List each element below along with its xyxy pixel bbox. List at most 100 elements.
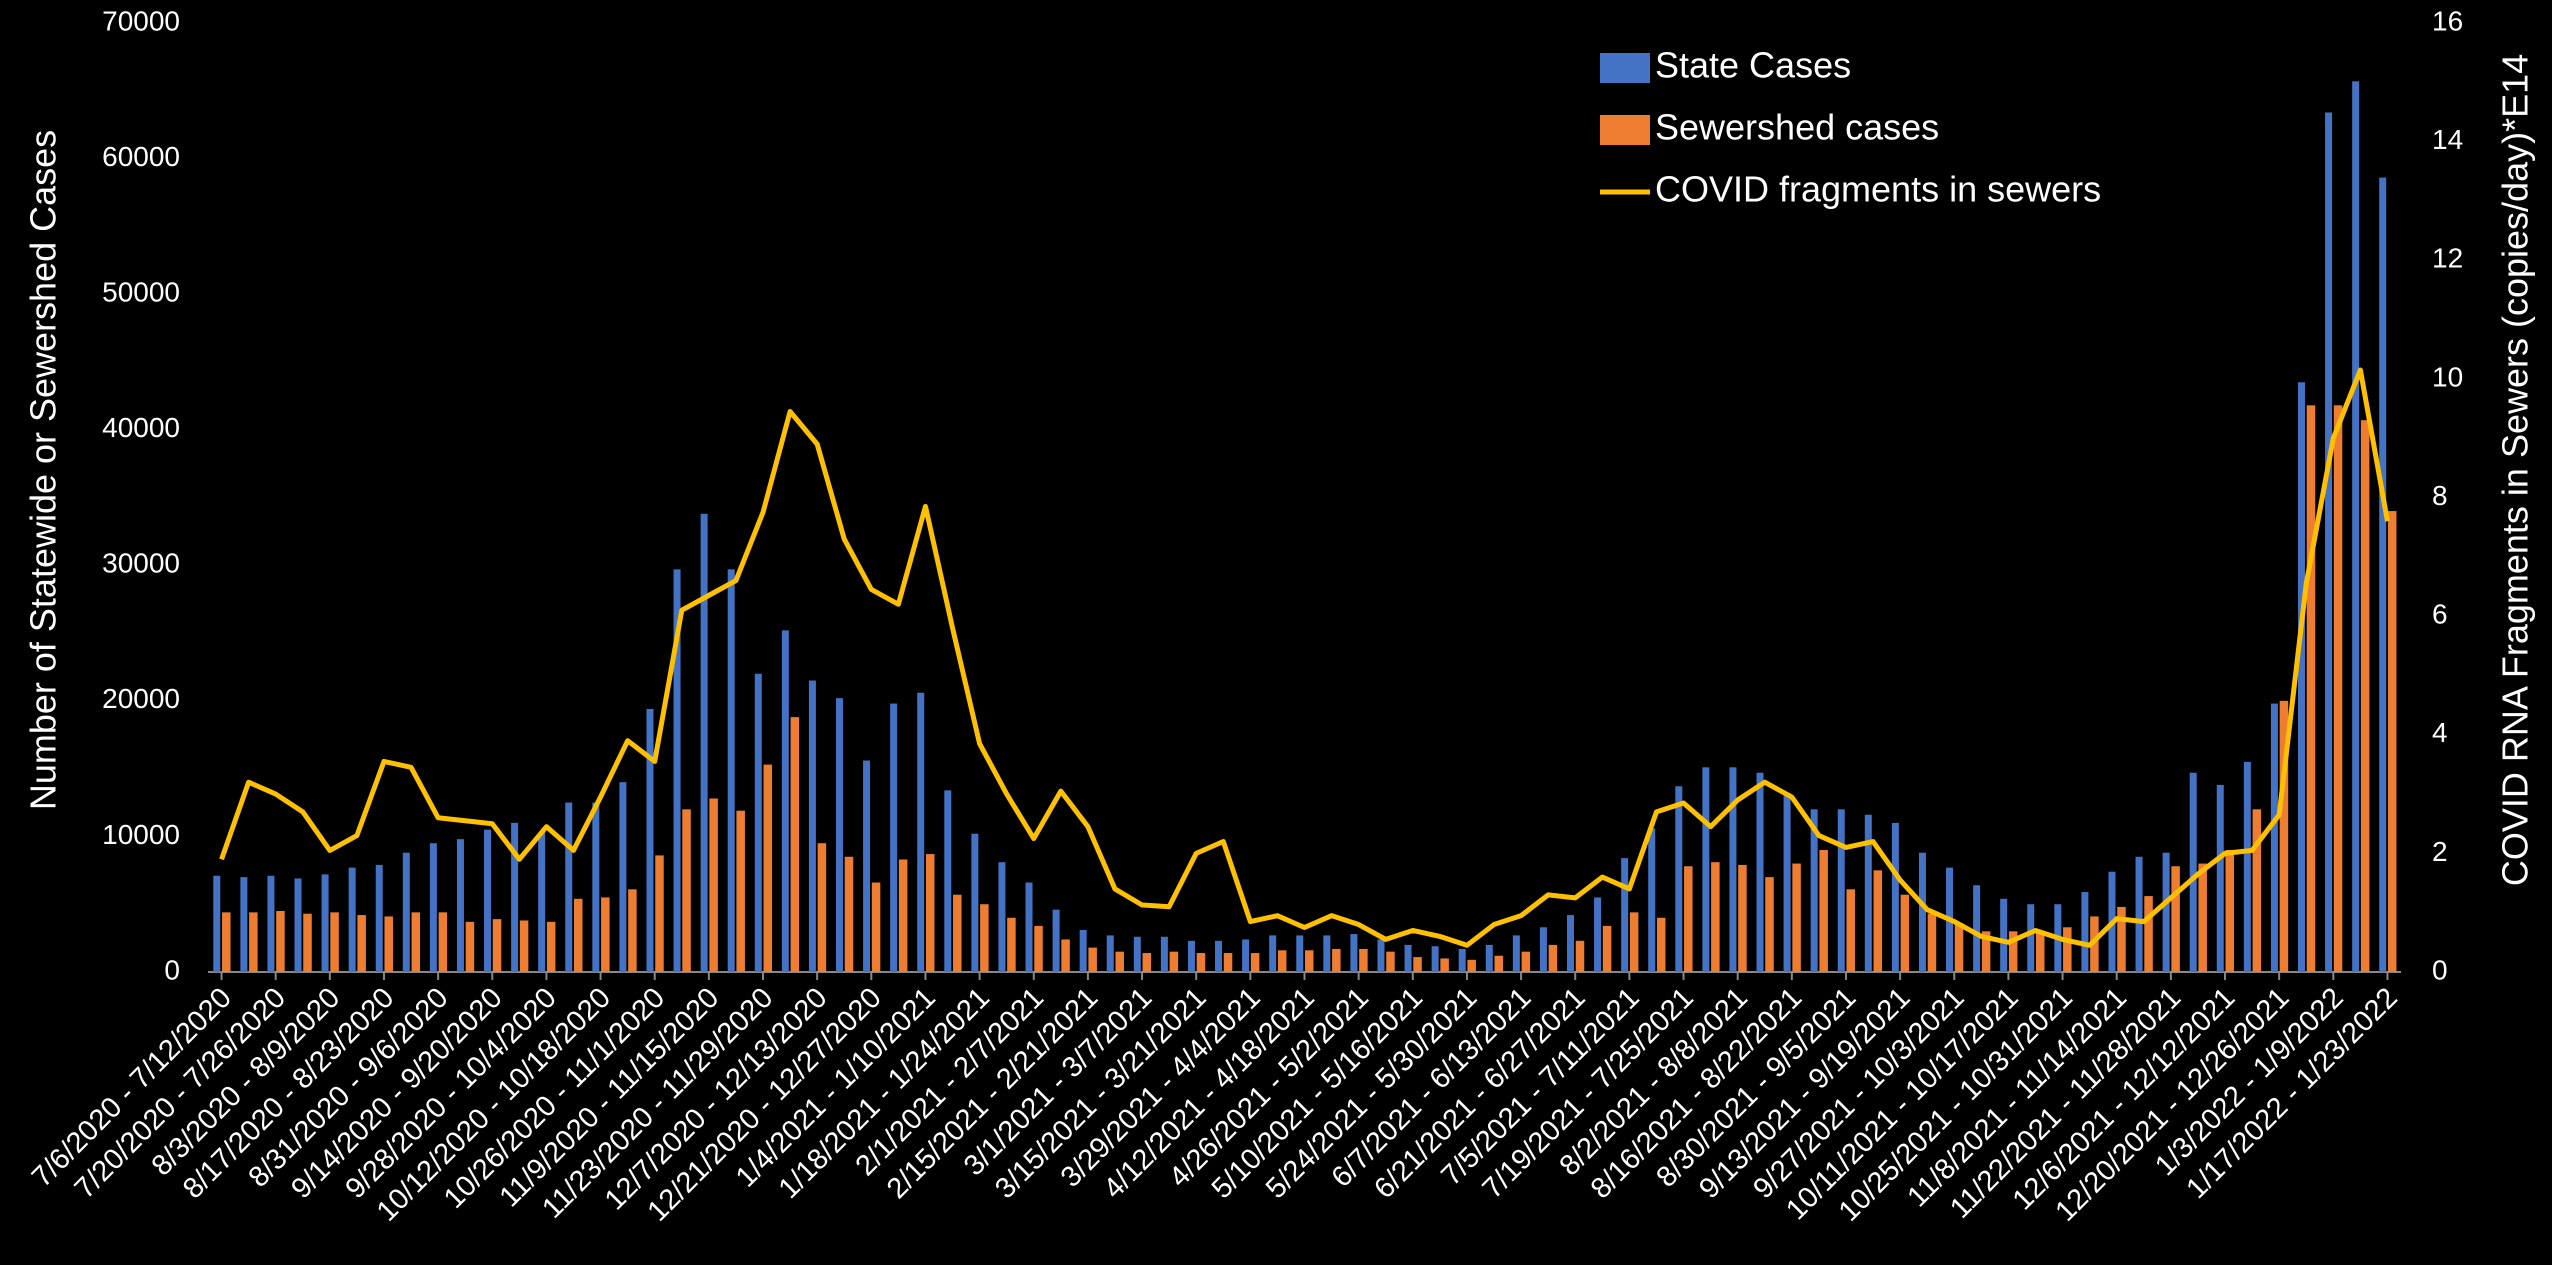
bar bbox=[1973, 885, 1981, 972]
bar bbox=[538, 832, 546, 972]
bar bbox=[2352, 81, 2360, 972]
bar bbox=[429, 843, 437, 972]
bar bbox=[1602, 925, 1612, 972]
bar bbox=[2216, 784, 2224, 972]
bar bbox=[1269, 935, 1277, 972]
y2-tick-label: 8 bbox=[2432, 480, 2448, 511]
bar bbox=[1846, 889, 1855, 972]
bar bbox=[1927, 913, 1937, 972]
bar bbox=[1765, 877, 1774, 972]
bar bbox=[1404, 944, 1412, 972]
bar bbox=[1918, 852, 1926, 972]
bar bbox=[1711, 862, 1720, 972]
bar bbox=[1079, 929, 1087, 972]
bar bbox=[2090, 916, 2099, 972]
bar bbox=[1323, 935, 1331, 972]
bar bbox=[1332, 948, 1341, 972]
bar bbox=[2171, 866, 2180, 972]
bar bbox=[1034, 925, 1043, 972]
bar bbox=[2225, 849, 2235, 972]
bar bbox=[1359, 948, 1368, 972]
bar bbox=[1467, 959, 1476, 972]
bar bbox=[1052, 909, 1060, 972]
bar bbox=[1169, 951, 1179, 972]
bar bbox=[1386, 951, 1395, 972]
bar bbox=[1160, 936, 1168, 972]
bar bbox=[348, 867, 356, 972]
bar bbox=[1277, 950, 1287, 972]
bar bbox=[1792, 863, 1801, 972]
bar bbox=[519, 920, 529, 972]
bar bbox=[2189, 772, 2197, 972]
bar bbox=[465, 921, 475, 972]
y2-tick-label: 14 bbox=[2432, 124, 2463, 155]
bar bbox=[2279, 700, 2289, 972]
bar bbox=[1088, 947, 1097, 972]
bar bbox=[294, 878, 302, 972]
bar bbox=[213, 875, 221, 972]
bar bbox=[835, 698, 843, 972]
bar bbox=[1981, 931, 1991, 972]
bar bbox=[655, 855, 664, 972]
bar bbox=[2379, 177, 2387, 973]
bar bbox=[2036, 932, 2045, 972]
bar bbox=[646, 708, 654, 972]
bar bbox=[1242, 939, 1250, 972]
bar bbox=[2387, 511, 2397, 972]
bar bbox=[1810, 809, 1818, 972]
bar bbox=[673, 569, 681, 972]
bar bbox=[1377, 939, 1385, 972]
bar bbox=[492, 919, 502, 972]
bar bbox=[2333, 405, 2343, 973]
bar bbox=[736, 810, 745, 972]
bar bbox=[240, 877, 248, 972]
bar bbox=[1061, 939, 1070, 972]
bar bbox=[375, 864, 383, 972]
bar bbox=[980, 904, 989, 972]
bar bbox=[1539, 927, 1547, 972]
bar bbox=[1007, 917, 1016, 972]
bar bbox=[1621, 858, 1629, 972]
bar bbox=[1512, 935, 1520, 972]
bar bbox=[1675, 786, 1683, 972]
bar bbox=[817, 843, 827, 972]
legend-label: Sewershed cases bbox=[1655, 107, 1939, 148]
legend-swatch bbox=[1600, 53, 1650, 83]
bar bbox=[1648, 828, 1656, 972]
bar bbox=[357, 915, 366, 972]
bar bbox=[456, 839, 464, 972]
bar bbox=[1629, 912, 1639, 972]
bar bbox=[546, 921, 556, 972]
bar bbox=[925, 854, 935, 972]
bar bbox=[2297, 382, 2305, 972]
bar bbox=[2008, 931, 2018, 972]
bar bbox=[2081, 892, 2089, 972]
bar bbox=[303, 913, 312, 972]
bar bbox=[1729, 767, 1737, 972]
bar bbox=[808, 680, 816, 972]
bar bbox=[1864, 814, 1872, 972]
bar bbox=[511, 822, 519, 972]
bar bbox=[411, 912, 421, 972]
bar bbox=[601, 897, 610, 972]
bar bbox=[402, 852, 410, 972]
bar bbox=[438, 912, 448, 972]
bar bbox=[1494, 955, 1504, 972]
y2-tick-label: 0 bbox=[2432, 954, 2448, 985]
bar bbox=[1305, 950, 1314, 972]
bar bbox=[1954, 923, 1964, 972]
bar bbox=[1873, 870, 1883, 972]
bar bbox=[1413, 957, 1422, 972]
bar bbox=[1594, 897, 1602, 972]
bar bbox=[1440, 958, 1449, 972]
bar bbox=[1133, 936, 1141, 972]
bar bbox=[1215, 940, 1223, 972]
bar bbox=[565, 802, 573, 972]
y-tick-label: 60000 bbox=[102, 141, 180, 172]
bar bbox=[898, 859, 908, 972]
bar bbox=[2063, 927, 2072, 972]
bar bbox=[727, 569, 735, 972]
bar bbox=[863, 760, 871, 972]
bar bbox=[2135, 856, 2143, 972]
y2-tick-label: 16 bbox=[2432, 5, 2463, 36]
